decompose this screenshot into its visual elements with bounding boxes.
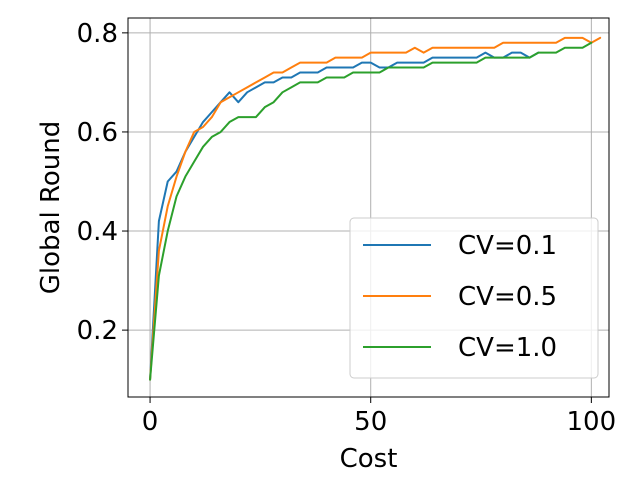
legend: CV=0.1 CV=0.5 CV=1.0 xyxy=(349,217,599,379)
legend-label-2: CV=0.5 xyxy=(458,282,557,312)
x-axis-label: Cost xyxy=(340,444,398,474)
x-tick-label: 50 xyxy=(354,407,387,437)
y-tick-label: 0.8 xyxy=(77,19,118,49)
legend-label-1: CV=0.1 xyxy=(458,231,557,261)
legend-box xyxy=(349,217,599,379)
x-tick-label: 0 xyxy=(142,407,159,437)
series-line-2 xyxy=(149,36,602,381)
y-tick-label: 0.4 xyxy=(77,217,118,247)
ticks: 0 50 100 0.2 0.4 0.6 0.8 xyxy=(77,19,617,437)
series-line-1 xyxy=(149,51,540,381)
y-tick-label: 0.2 xyxy=(77,316,118,346)
y-tick-label: 0.6 xyxy=(77,118,118,148)
legend-label-3: CV=1.0 xyxy=(458,333,557,363)
x-tick-label: 100 xyxy=(567,407,617,437)
plot-area-frame xyxy=(127,17,610,398)
series-line-3 xyxy=(149,41,593,381)
series-group xyxy=(149,36,602,381)
y-axis-label: Global Round xyxy=(36,121,66,294)
